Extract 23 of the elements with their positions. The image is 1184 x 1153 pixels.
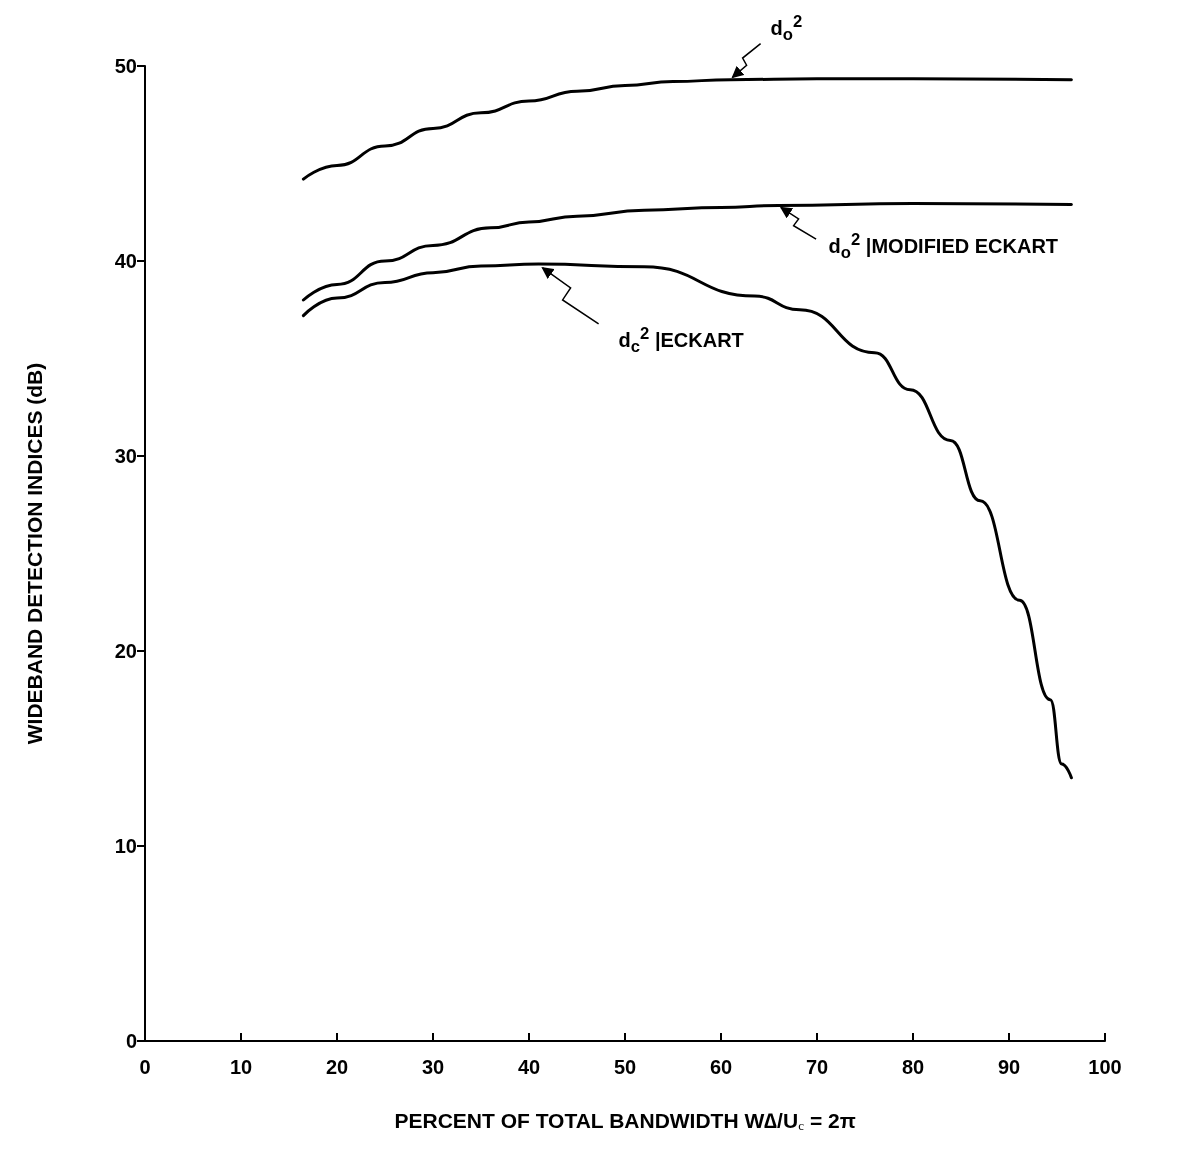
y-axis-title: WIDEBAND DETECTION INDICES (dB) bbox=[23, 362, 46, 745]
y-tick-label: 20 bbox=[114, 640, 137, 662]
y-tick-label: 10 bbox=[114, 835, 137, 857]
annotation: d$_{o}$$^{2}$ |MODIFIED ECKART bbox=[828, 230, 1059, 264]
x-tick-label: 40 bbox=[517, 1056, 541, 1078]
annotation: d$_{c}$$^{2}$ |ECKART bbox=[618, 323, 744, 357]
y-tick-label: 50 bbox=[114, 55, 137, 77]
x-tick-label: 70 bbox=[805, 1056, 829, 1078]
x-tick-label: 100 bbox=[1088, 1056, 1122, 1078]
x-tick-label: 30 bbox=[421, 1056, 445, 1078]
x-tick-label: 0 bbox=[139, 1056, 151, 1078]
x-tick-label: 80 bbox=[901, 1056, 925, 1078]
x-tick-label: 90 bbox=[997, 1056, 1021, 1078]
line-series bbox=[301, 262, 1073, 780]
x-tick-label: 10 bbox=[229, 1056, 253, 1078]
x-tick-label: 60 bbox=[709, 1056, 733, 1078]
line-series bbox=[301, 201, 1073, 302]
y-tick-label: 30 bbox=[114, 445, 137, 467]
x-tick-label: 20 bbox=[325, 1056, 349, 1078]
x-tick-label: 50 bbox=[613, 1056, 637, 1078]
y-tick-label: 0 bbox=[125, 1030, 137, 1052]
y-tick-label: 40 bbox=[114, 250, 137, 272]
line-series bbox=[301, 77, 1073, 181]
